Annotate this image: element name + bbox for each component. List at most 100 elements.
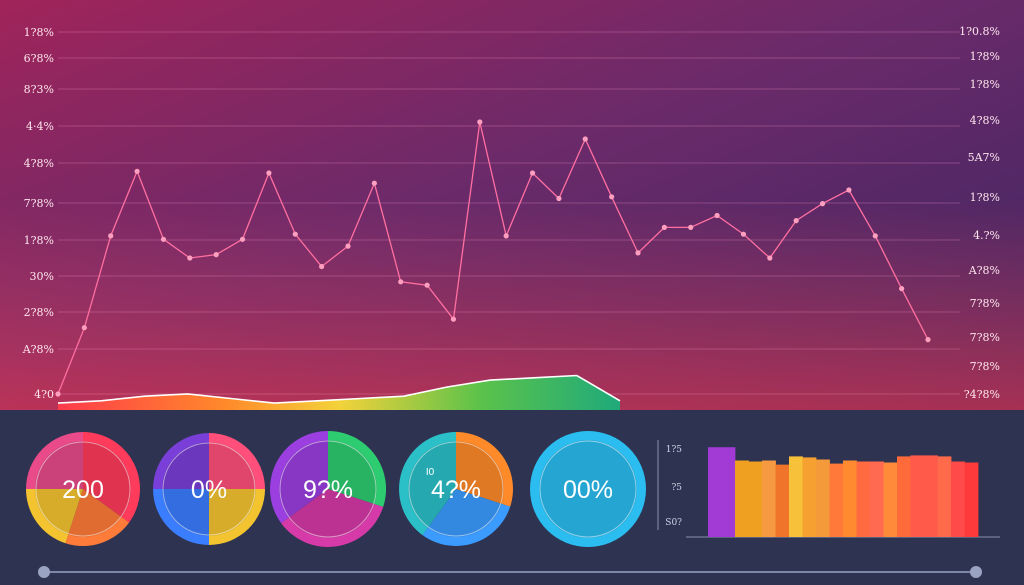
top-background-glow — [0, 200, 1024, 410]
line-point — [609, 194, 615, 200]
bar — [762, 460, 776, 537]
line-point — [187, 255, 193, 261]
line-point — [872, 233, 878, 239]
right-tick-label: 5A7% — [968, 151, 1000, 164]
line-point — [108, 233, 114, 239]
line-point — [266, 170, 272, 176]
gauge-sub-label: I0 — [426, 467, 435, 478]
bar — [816, 459, 830, 537]
gauge-segment — [530, 431, 646, 547]
gauge-segment — [153, 433, 209, 489]
line-point — [846, 187, 852, 193]
gauge-group: 200 0% 9?% 4?%I0 00% — [26, 431, 646, 548]
line-point — [292, 231, 298, 237]
gauge-inner-ring — [539, 440, 637, 538]
left-axis-ticks: 1?8% 6?8% 8?3% 4·4% 4?8% 7?8% 1?8% 30% 2?8% A?8% 4… — [22, 26, 54, 401]
gauge-inner — [408, 441, 504, 537]
right-axis-ticks: 1?0.8% 1?8% 1?8% 4?8% 5A7% 1?8% 4.?% A?8% 7?8% 7?… — [959, 25, 1000, 401]
left-tick-label: A?8% — [22, 343, 54, 356]
line-point — [81, 325, 87, 331]
line-point — [582, 136, 588, 142]
gauge-label: 200 — [62, 476, 104, 504]
left-tick-label: 4?0 — [34, 388, 54, 401]
bar — [910, 455, 925, 537]
line-point — [213, 252, 219, 258]
gauge-segment — [26, 489, 83, 544]
gauge-segment — [456, 432, 513, 507]
left-tick-label: 1?8% — [24, 234, 54, 247]
line-point — [925, 337, 931, 343]
gauge-label: 9?% — [303, 476, 353, 504]
grid-lines — [58, 31, 960, 395]
area-fill — [58, 375, 620, 410]
line-point — [635, 250, 641, 256]
line-point — [160, 236, 167, 242]
line-point — [345, 243, 351, 249]
left-tick-label: 8?3% — [24, 83, 54, 96]
bar-tick-label: ?5 — [671, 483, 682, 493]
gauge-segment — [209, 433, 265, 489]
bar — [964, 462, 979, 537]
bar — [789, 456, 803, 537]
gauge-segment — [26, 432, 83, 489]
right-tick-label: 4.?% — [973, 229, 1000, 242]
line-point — [793, 218, 799, 224]
bar — [883, 462, 898, 537]
line-point — [450, 316, 457, 322]
gauge-segment — [153, 489, 209, 545]
bar — [951, 461, 965, 537]
right-tick-label: 7?8% — [970, 331, 1000, 344]
gauge-inner-ring — [279, 440, 377, 538]
left-tick-label: 30% — [30, 270, 54, 283]
bar — [708, 447, 722, 537]
left-tick-label: 2?8% — [24, 306, 54, 319]
bar — [721, 447, 736, 537]
bar — [856, 461, 871, 537]
line-point — [55, 391, 61, 397]
right-tick-label: 1?0.8% — [959, 25, 1000, 38]
gauge-label: 00% — [563, 476, 613, 504]
bar — [775, 464, 790, 537]
gauge-inner — [539, 440, 637, 538]
bar — [897, 456, 911, 537]
left-tick-label: 7?8% — [24, 197, 54, 210]
line-path — [57, 121, 929, 395]
line-point — [503, 233, 509, 239]
line-point — [661, 224, 667, 230]
gauge: 0% — [153, 433, 265, 545]
left-tick-label: 4·4% — [26, 120, 54, 133]
line-point — [398, 279, 404, 285]
left-tick-label: 1?8% — [24, 26, 54, 39]
gauge-segment — [328, 431, 387, 507]
gauge-inner-ring — [408, 441, 504, 537]
slider-handle-left[interactable] — [38, 566, 50, 578]
right-tick-label: 7?8% — [970, 297, 1000, 310]
gauge-inner-ring — [162, 442, 256, 536]
line-point — [556, 195, 562, 202]
gauge-label: 0% — [191, 476, 227, 504]
line-point — [819, 201, 826, 207]
bar — [829, 463, 844, 537]
gauge-inner — [279, 440, 377, 538]
bar-tick-label: S0? — [665, 518, 682, 528]
gauge-label: 4?% — [431, 476, 481, 504]
line-point — [319, 263, 325, 270]
right-tick-label: 1?8% — [970, 78, 1000, 91]
right-tick-label: ?4?8% — [964, 388, 1000, 401]
right-tick-label: 7?8% — [970, 360, 1000, 373]
bar — [802, 457, 817, 537]
line-series — [55, 119, 931, 397]
line-point — [767, 255, 773, 261]
line-point — [529, 170, 536, 176]
right-tick-label: 1?8% — [970, 191, 1000, 204]
gauge: 4?%I0 — [399, 432, 513, 546]
bar-chart: 1?5 ?5 S0? — [657, 440, 1000, 538]
gauge-inner — [162, 442, 256, 536]
slider-handle-right[interactable] — [970, 566, 982, 578]
gauge-segment — [65, 489, 130, 546]
left-tick-label: 4?8% — [24, 157, 54, 170]
bar — [870, 461, 884, 537]
bar — [937, 456, 952, 537]
slider[interactable] — [38, 566, 982, 578]
